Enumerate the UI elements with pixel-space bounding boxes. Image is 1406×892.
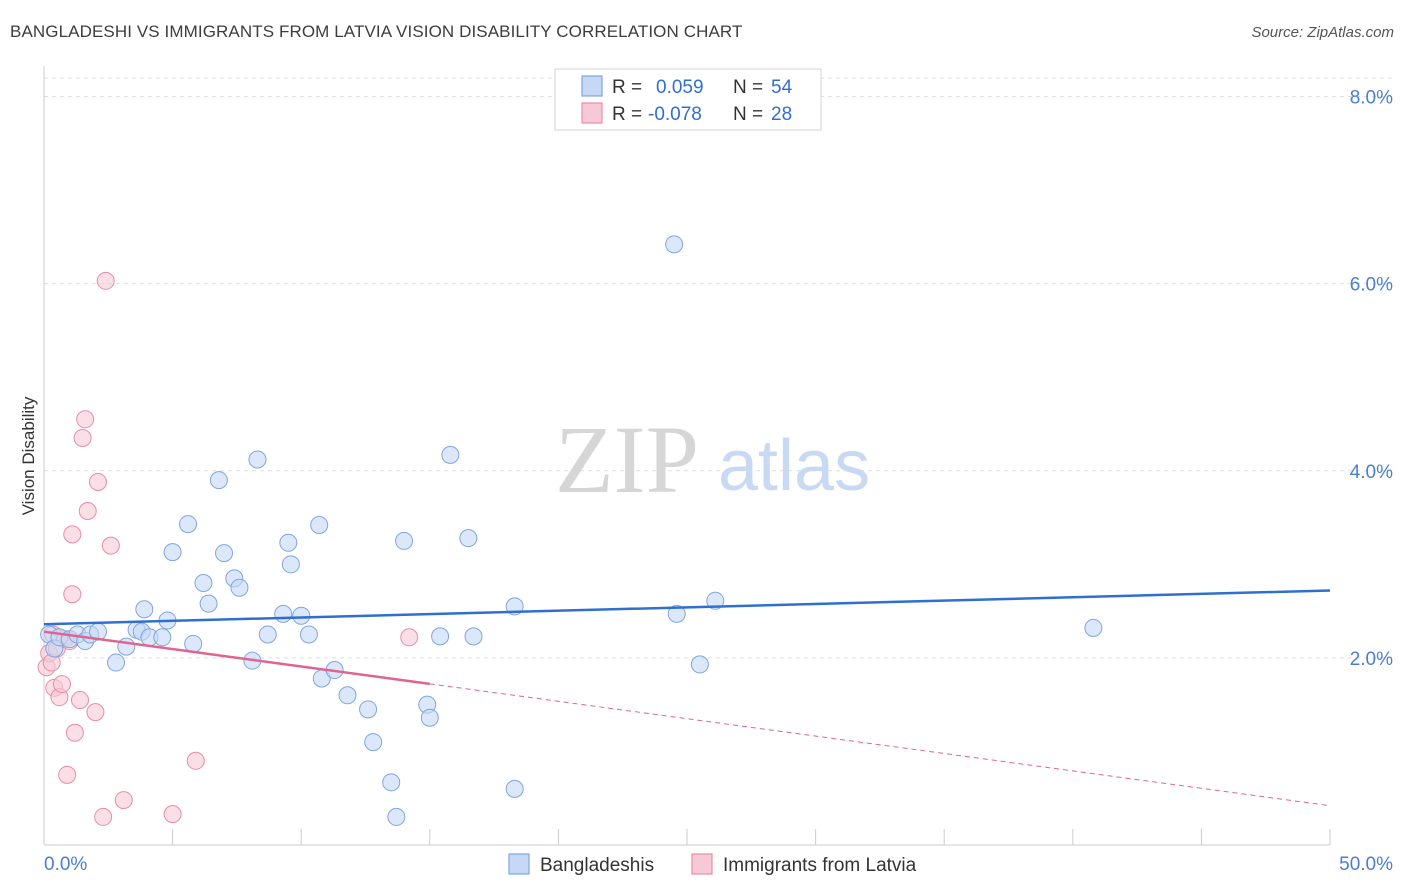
bangladeshi-point [364, 733, 383, 752]
bangladeshi-point [667, 604, 686, 623]
bangladeshi-point [209, 471, 228, 490]
bangladeshi-points [40, 235, 1103, 826]
y-tick-label: 2.0% [1350, 649, 1393, 670]
y-tick-label: 4.0% [1350, 462, 1393, 483]
source-label: Source: ZipAtlas.com [1251, 24, 1394, 41]
legend-r-label-1: R = [612, 77, 642, 98]
axes [43, 66, 1331, 846]
bangladeshi-point [230, 578, 249, 597]
legend-swatch-pink [581, 102, 603, 124]
bangladeshi-point [690, 655, 709, 674]
latvia-trend-extension [429, 683, 1331, 807]
latvia-point [71, 690, 90, 709]
bangladeshi-point [338, 686, 357, 705]
latvia-point [94, 807, 113, 826]
bangladeshi-point [215, 544, 234, 563]
bangladeshi-point [431, 627, 450, 646]
legend-r-value-2: -0.078 [648, 104, 702, 125]
y-tick-label: 8.0% [1350, 88, 1393, 109]
bangladeshi-point [184, 634, 203, 653]
legend-r-label-2: R = [612, 104, 642, 125]
bangladeshi-point [117, 637, 136, 656]
latvia-point [163, 805, 182, 824]
latvia-point [73, 429, 92, 448]
bangladeshi-point [274, 604, 293, 623]
latvia-point [101, 536, 120, 555]
latvia-point [86, 703, 105, 722]
bangladeshi-point [382, 773, 401, 792]
bangladeshi-point [179, 515, 198, 534]
latvia-point [63, 585, 82, 604]
bangladeshi-point [163, 543, 182, 562]
latvia-point [58, 765, 77, 784]
bangladeshi-point [395, 531, 414, 550]
bottom-legend-label-bangladeshis: Bangladeshis [540, 855, 654, 876]
x-tick-label: 0.0% [44, 854, 87, 875]
latvia-point [53, 675, 72, 694]
bangladeshi-point [310, 516, 329, 535]
bangladeshi-point [292, 606, 311, 625]
bangladeshi-point [258, 625, 277, 644]
latvia-point [76, 410, 95, 429]
bangladeshi-point [706, 591, 725, 610]
latvia-point [65, 723, 84, 742]
bangladeshi-point [299, 625, 318, 644]
y-tick-label: 6.0% [1350, 275, 1393, 296]
bangladeshi-point [665, 235, 684, 254]
latvia-point [89, 472, 108, 491]
bangladeshi-point [1084, 618, 1103, 637]
bangladeshi-point [420, 708, 439, 727]
trend-lines [43, 589, 1331, 807]
bangladeshi-point [281, 555, 300, 574]
chart-title: BANGLADESHI VS IMMIGRANTS FROM LATVIA VI… [10, 22, 743, 41]
latvia-point [63, 525, 82, 544]
legend-n-value-1: 54 [771, 77, 793, 98]
watermark: ZIP atlas [555, 406, 870, 513]
bottom-legend-swatch-blue [508, 853, 530, 875]
bangladeshi-trend-line [43, 589, 1331, 626]
bangladeshi-point [505, 779, 524, 798]
y-axis-title: Vision Disability [19, 396, 38, 515]
bangladeshi-point [199, 594, 218, 613]
bottom-legend-label-latvia: Immigrants from Latvia [723, 855, 917, 876]
legend-r-value-1: 0.059 [656, 77, 704, 98]
bangladeshi-point [359, 700, 378, 719]
bangladeshi-point [464, 627, 483, 646]
legend-swatch-blue [581, 75, 603, 97]
bangladeshi-point [279, 533, 298, 552]
legend-n-label-1: N = [733, 77, 763, 98]
grid-lines [44, 77, 1392, 659]
bangladeshi-point [107, 653, 126, 672]
watermark-zip: ZIP [555, 406, 699, 513]
legend-n-label-2: N = [733, 104, 763, 125]
series-legend: Bangladeshis Immigrants from Latvia [508, 853, 917, 876]
latvia-point [96, 271, 115, 290]
legend-n-value-2: 28 [771, 104, 792, 125]
correlation-legend: R = 0.059 N = 54 R = -0.078 N = 28 [554, 68, 822, 131]
bangladeshi-point [194, 574, 213, 593]
bangladeshi-point [248, 450, 267, 469]
watermark-atlas: atlas [718, 426, 870, 506]
x-tick-label: 50.0% [1339, 854, 1393, 875]
bangladeshi-point [459, 529, 478, 548]
tick-labels: 2.0% 4.0% 6.0% 8.0% 0.0% 50.0% [44, 88, 1393, 876]
latvia-point [78, 501, 97, 520]
latvia-point [400, 628, 419, 647]
latvia-point [186, 751, 205, 770]
bangladeshi-point [387, 807, 406, 826]
latvia-trend-line [43, 630, 430, 686]
bottom-legend-swatch-pink [691, 853, 713, 875]
bangladeshi-point [135, 600, 154, 619]
latvia-point [114, 791, 133, 810]
bangladeshi-point [153, 628, 172, 647]
bangladeshi-point [441, 445, 460, 464]
